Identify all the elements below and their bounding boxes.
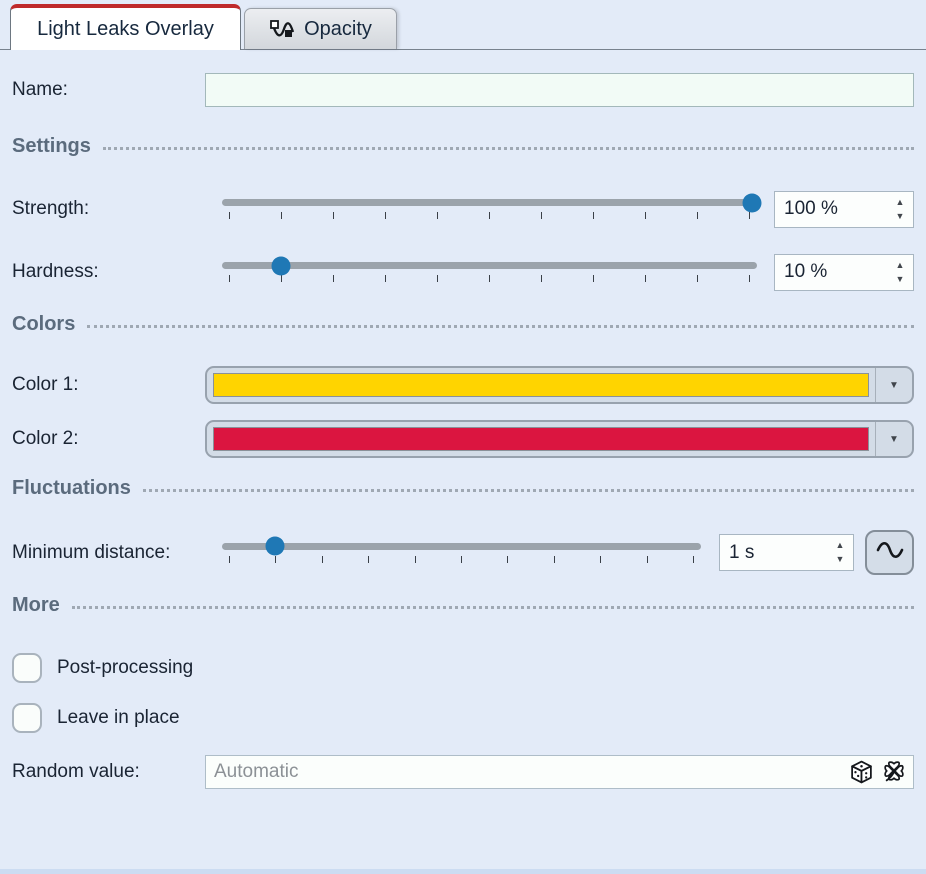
tab-bar: Light Leaks Overlay Opacity <box>0 0 926 50</box>
slider-ticks <box>229 212 750 219</box>
spin-down-icon[interactable]: ▼ <box>835 554 845 564</box>
random-value-icons <box>849 760 906 785</box>
color2-swatch-area[interactable] <box>207 422 875 456</box>
combo-separator <box>875 368 876 402</box>
minimum-distance-label: Minimum distance: <box>12 541 171 563</box>
window-bottom-edge <box>0 869 926 874</box>
combo-separator <box>875 422 876 456</box>
spin-down-icon[interactable]: ▼ <box>895 273 905 284</box>
strength-label: Strength: <box>12 198 90 219</box>
section-divider <box>87 325 914 328</box>
hardness-spin-arrows: ▲ ▼ <box>887 259 913 284</box>
minimum-distance-slider-thumb[interactable] <box>265 536 285 556</box>
color1-swatch-area[interactable] <box>207 368 875 402</box>
tab-light-leaks-overlay-label: Light Leaks Overlay <box>37 17 214 40</box>
dice-icon[interactable] <box>849 760 874 785</box>
section-divider <box>71 606 914 609</box>
tab-light-leaks-overlay[interactable]: Light Leaks Overlay <box>10 4 241 50</box>
section-more-label: More <box>12 594 60 616</box>
leave-in-place-row: Leave in place <box>12 703 914 733</box>
minimum-distance-value-input[interactable] <box>720 541 827 564</box>
section-divider <box>142 489 914 492</box>
hardness-label: Hardness: <box>12 261 99 282</box>
tab-opacity-label: Opacity <box>304 17 372 40</box>
spin-down-icon[interactable]: ▼ <box>895 210 905 221</box>
strength-slider-track[interactable] <box>222 199 757 206</box>
color1-row: Color 1: ▼ <box>12 366 914 404</box>
random-value-input[interactable] <box>205 755 914 789</box>
spin-up-icon[interactable]: ▲ <box>895 196 905 207</box>
keyframe-curve-icon <box>269 17 296 41</box>
name-row: Name: <box>12 73 914 107</box>
section-fluctuations-label: Fluctuations <box>12 477 131 499</box>
minimum-distance-spinbox: ▲ ▼ <box>719 534 854 571</box>
section-divider <box>102 147 914 150</box>
strength-spin-arrows: ▲ ▼ <box>887 196 913 221</box>
sine-wave-icon <box>875 540 905 565</box>
section-fluctuations: Fluctuations <box>12 477 914 500</box>
color2-dropdown-button[interactable]: ▼ <box>876 422 912 456</box>
minimum-distance-spin-arrows: ▲ ▼ <box>827 541 853 564</box>
hardness-slider[interactable] <box>222 253 757 291</box>
strength-value-input[interactable] <box>775 198 887 220</box>
color2-row: Color 2: ▼ <box>12 420 914 458</box>
section-colors: Colors <box>12 313 914 336</box>
chevron-down-icon: ▼ <box>889 379 899 391</box>
section-more: More <box>12 594 914 617</box>
section-colors-label: Colors <box>12 313 76 335</box>
slider-ticks <box>229 275 750 282</box>
leave-in-place-checkbox[interactable] <box>12 703 42 733</box>
minimum-distance-row: Minimum distance: ▲ ▼ <box>12 530 914 575</box>
tab-opacity[interactable]: Opacity <box>244 8 397 49</box>
color2-swatch <box>213 427 869 451</box>
color1-dropdown-button[interactable]: ▼ <box>876 368 912 402</box>
strength-row: Strength: ▲ ▼ <box>12 190 914 228</box>
slider-ticks <box>229 555 694 563</box>
minimum-distance-slider[interactable] <box>222 534 701 572</box>
spin-up-icon[interactable]: ▲ <box>895 259 905 270</box>
strength-spinbox: ▲ ▼ <box>774 190 914 228</box>
hardness-spinbox: ▲ ▼ <box>774 253 914 291</box>
strength-slider[interactable] <box>222 190 762 228</box>
spin-up-icon[interactable]: ▲ <box>835 540 845 550</box>
hardness-slider-track[interactable] <box>222 262 757 269</box>
panel-content: Name: Settings Strength: ▲ ▼ <box>0 73 926 789</box>
name-label: Name: <box>12 79 68 100</box>
strength-slider-thumb[interactable] <box>742 193 762 212</box>
minimum-distance-slider-track[interactable] <box>222 542 701 550</box>
random-value-label: Random value: <box>12 761 140 782</box>
color1-label: Color 1: <box>12 374 79 395</box>
hardness-slider-thumb[interactable] <box>271 256 291 275</box>
clover-icon[interactable] <box>882 760 906 785</box>
random-value-row: Random value: <box>12 755 914 789</box>
section-settings: Settings <box>12 135 914 158</box>
section-settings-label: Settings <box>12 135 91 157</box>
chevron-down-icon: ▼ <box>889 433 899 445</box>
name-input[interactable] <box>205 73 914 107</box>
color2-label: Color 2: <box>12 428 79 449</box>
hardness-row: Hardness: ▲ ▼ <box>12 253 914 291</box>
post-processing-label: Post-processing <box>57 657 194 678</box>
leave-in-place-label: Leave in place <box>57 707 180 728</box>
fluctuation-curve-button[interactable] <box>865 530 914 575</box>
post-processing-checkbox[interactable] <box>12 653 42 683</box>
color2-picker[interactable]: ▼ <box>205 420 914 458</box>
post-processing-row: Post-processing <box>12 653 914 683</box>
random-value-input-wrap <box>205 755 914 789</box>
hardness-value-input[interactable] <box>775 261 887 283</box>
color1-picker[interactable]: ▼ <box>205 366 914 404</box>
color1-swatch <box>213 373 869 397</box>
